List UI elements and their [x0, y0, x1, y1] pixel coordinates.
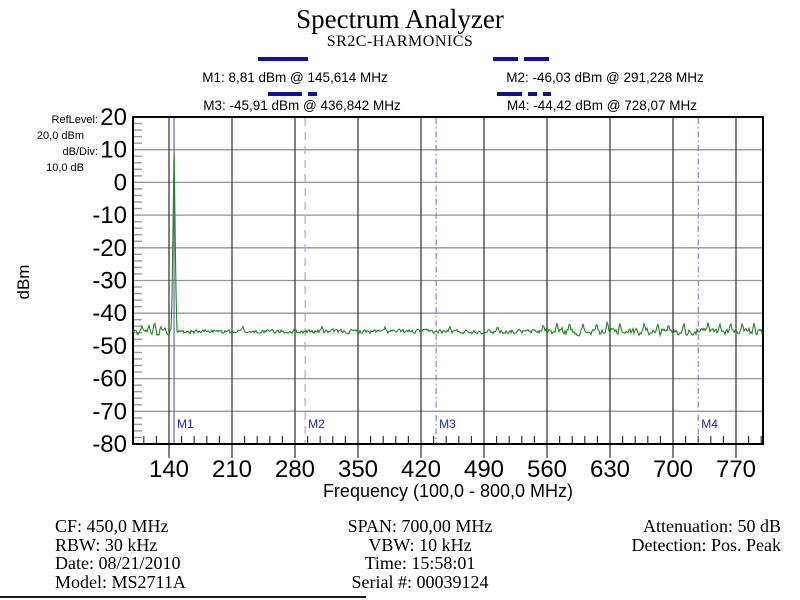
marker-m1-linestyle-key — [258, 57, 308, 61]
amplitude-settings: RefLevel: 20,0 dBm dB/Div: 10,0 dB — [0, 112, 98, 176]
x-tick-label: 210 — [212, 456, 252, 483]
spectrum-trace — [132, 153, 764, 338]
span-value: SPAN: 700,00 MHz — [347, 516, 493, 536]
marker-m3-linestyle-key — [268, 92, 317, 96]
x-tick-label: 630 — [590, 456, 630, 483]
x-axis-title: Frequency (100,0 - 800,0 MHz) — [322, 481, 574, 501]
x-tick-label: 280 — [275, 456, 315, 483]
y-tick-label: -80 — [92, 431, 127, 458]
legend-dash-segment — [528, 92, 537, 96]
x-tick-label: 700 — [653, 456, 693, 483]
marker-m1-readout: M1: 8,81 dBm @ 145,614 MHz — [202, 70, 388, 85]
marker-m2-linestyle-key — [493, 57, 549, 61]
rbw-value: RBW: 30 kHz — [55, 534, 158, 555]
y-tick-label: -30 — [92, 268, 127, 295]
vbw-value: VBW: 10 kHz — [368, 534, 472, 555]
legend-dash-segment — [543, 92, 551, 96]
x-tick-label: 490 — [464, 456, 504, 483]
model-value: Model: MS2711A — [55, 571, 186, 592]
marker-flag-m3: M3 — [439, 417, 456, 431]
attenuation-value: Attenuation: 50 dB — [643, 516, 781, 536]
y-tick-label: -20 — [92, 235, 127, 262]
y-axis-title: dBm — [14, 264, 33, 300]
legend-dash-segment — [268, 92, 302, 96]
y-tick-label: -50 — [92, 333, 127, 360]
y-tick-label: -40 — [92, 300, 127, 327]
x-tick-label: 560 — [527, 456, 567, 483]
x-tick-label: 770 — [716, 456, 756, 483]
y-tick-label: 10 — [100, 137, 127, 164]
marker-flag-m4: M4 — [701, 417, 718, 431]
y-tick-label: 0 — [114, 169, 127, 196]
serial-value: Serial #: 00039124 — [351, 571, 489, 592]
legend-dash-segment — [493, 57, 518, 61]
y-tick-label: -10 — [92, 202, 127, 229]
y-tick-label: 20 — [100, 104, 127, 131]
ref-level-label: RefLevel: — [51, 114, 98, 126]
date-value: Date: 08/21/2010 — [55, 553, 181, 573]
x-tick-label: 140 — [149, 456, 189, 483]
legend-dash-segment — [524, 57, 549, 61]
cf-value: CF: 450,0 MHz — [55, 516, 169, 536]
marker-m3-readout: M3: -45,91 dBm @ 436,842 MHz — [203, 98, 401, 113]
marker-m4-readout: M4: -44,42 dBm @ 728,07 MHz — [506, 98, 698, 113]
page-title: Spectrum Analyzer — [296, 4, 504, 34]
detection-value: Detection: Pos. Peak — [631, 534, 781, 555]
db-div-label: dB/Div: — [62, 146, 98, 158]
plot-frame — [132, 116, 764, 445]
y-tick-label: -60 — [92, 366, 127, 393]
y-tick-label: -70 — [92, 398, 127, 425]
trace-name: SR2C-HARMONICS — [326, 33, 474, 50]
footer-center-block: SPAN: 700,00 MHz VBW: 10 kHz Time: 15:58… — [270, 517, 570, 591]
marker-flag-m2: M2 — [308, 417, 325, 431]
marker-m2-readout: M2: -46,03 dBm @ 291,228 MHz — [506, 70, 704, 85]
ref-level-value: 20,0 dBm — [36, 130, 84, 142]
bottom-divider — [0, 596, 366, 598]
legend-dash-segment — [308, 92, 317, 96]
x-tick-label: 350 — [338, 456, 378, 483]
x-tick-label: 420 — [401, 456, 441, 483]
db-div-value: 10,0 dB — [46, 162, 84, 174]
footer-right-block: Attenuation: 50 dB Detection: Pos. Peak — [481, 517, 781, 554]
time-value: Time: 15:58:01 — [364, 553, 476, 573]
footer-left-block: CF: 450,0 MHz RBW: 30 kHz Date: 08/21/20… — [55, 517, 186, 591]
marker-m4-linestyle-key — [497, 92, 551, 96]
marker-flag-m1: M1 — [177, 417, 194, 431]
legend-dash-segment — [258, 57, 308, 61]
legend-dash-segment — [497, 92, 522, 96]
